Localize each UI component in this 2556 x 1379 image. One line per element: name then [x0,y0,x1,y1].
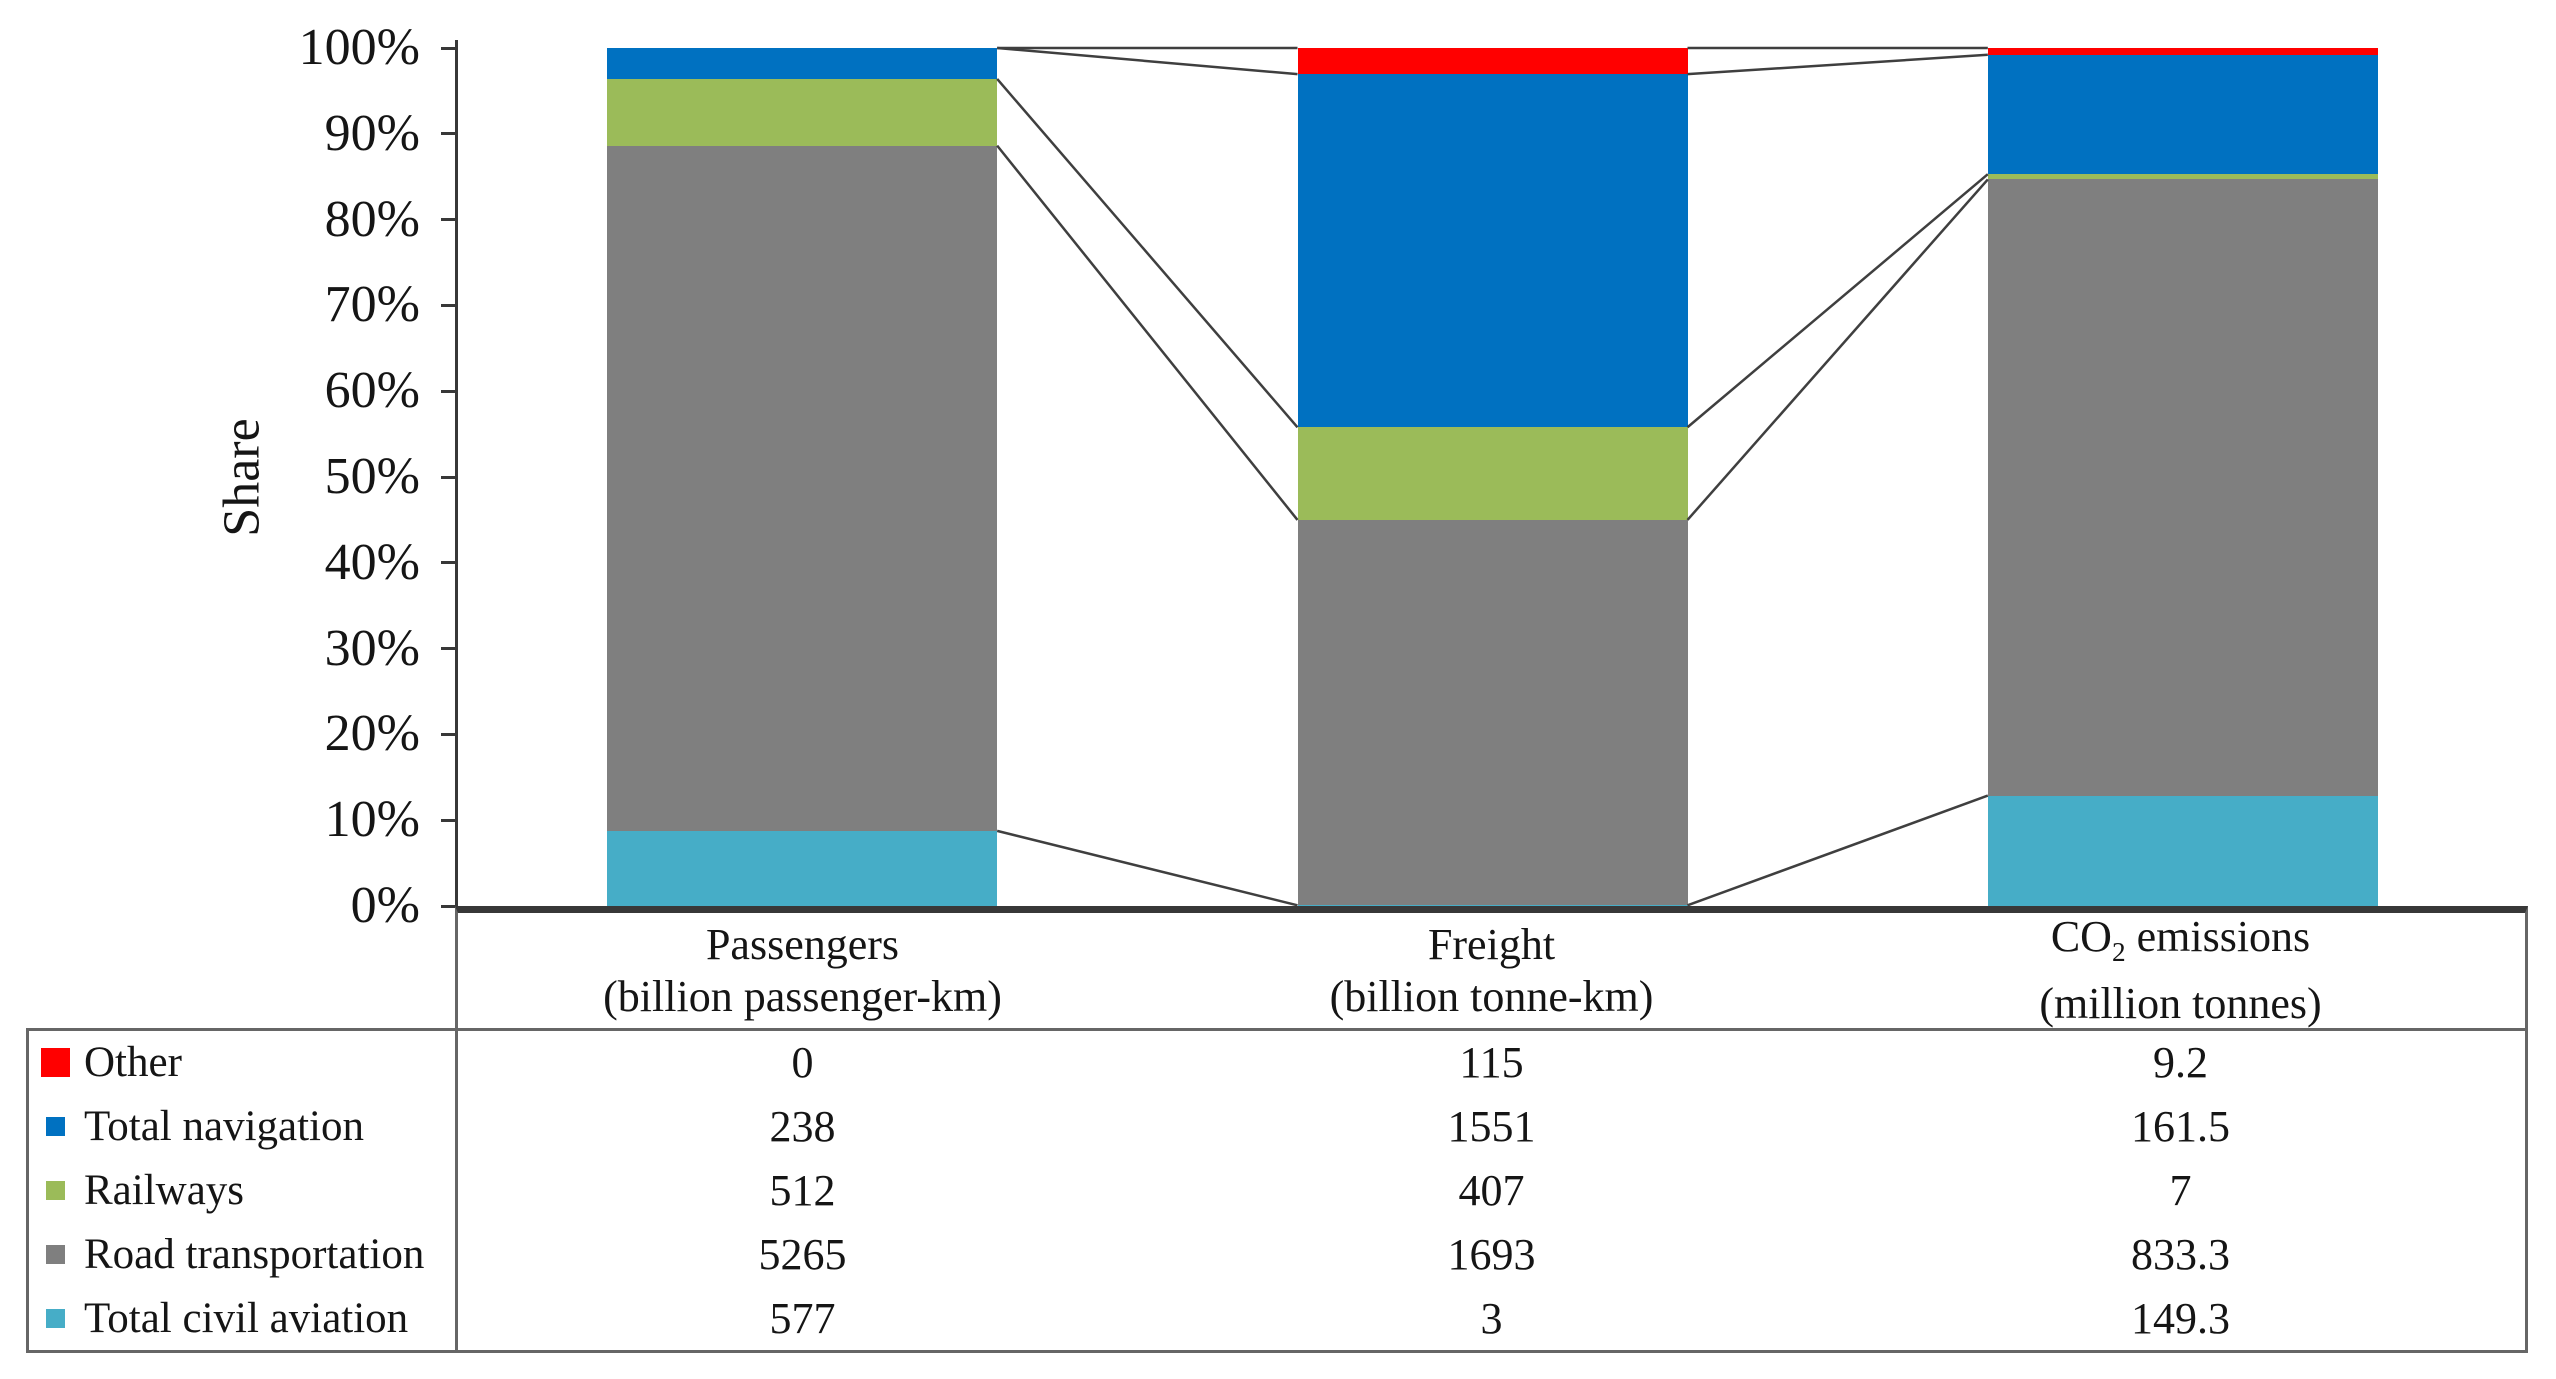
table-value-road-transportation-cat2: 1693 [1447,1229,1536,1279]
table-value-road-transportation-cat3: 833.3 [2131,1229,2230,1279]
y-axis-tick-label: 70% [324,276,420,334]
series-connector-lines [996,46,1989,907]
category-subtitle: (million tonnes) [2039,978,2322,1028]
legend-swatch-road-transportation [46,1244,65,1264]
legend-swatch-other [41,1048,70,1078]
table-value-total-civil-aviation-cat1: 577 [769,1293,836,1343]
connector-line-railways [996,78,1299,429]
category-title-token: Passengers [705,919,900,969]
y-axis-tick [441,647,457,651]
category-title: Passengers [706,919,899,971]
category-header-cat3: CO2 emissions (million tonnes) [1836,911,2525,1028]
table-value-road-transportation-cat1: 5265 [758,1229,847,1279]
connector-line-total-civil-aviation [996,829,1298,907]
category-subtitle: (billion tonne-km) [1329,971,1654,1021]
y-axis-tick [441,561,457,565]
y-axis-tick [441,303,457,307]
bar-segment-total-civil-aviation-cat2 [1297,905,1688,906]
connector-line-road-transportation [1686,178,1989,521]
table-value-total-civil-aviation-cat3: 149.3 [2131,1293,2230,1343]
legend-label: Road transportation [84,1230,425,1278]
category-header-cat2: Freight (billion tonne-km) [1147,913,1836,1028]
category-title-token: emissions [2125,912,2311,962]
table-value-other-cat1: 0 [791,1038,814,1088]
bar-segment-road-transportation-cat3 [1987,179,2378,796]
bar-segment-railways-cat3 [1987,174,2378,180]
legend-item: Railways [29,1159,455,1223]
legend-label: Railways [84,1166,245,1214]
legend-item: Other [29,1031,455,1095]
category-title-token: Freight [1427,919,1556,969]
y-axis-tick [441,904,457,908]
table-value-other-cat3: 9.2 [2153,1038,2208,1088]
legend-column: Other Total navigation Railways Road transp… [29,1031,458,1350]
y-axis-tick [441,475,457,479]
y-axis-tick [441,46,457,50]
y-axis-line [455,40,458,906]
y-axis-tick [441,732,457,736]
data-table: Other Total navigation Railways Road transp… [26,1028,2528,1353]
y-axis-tick-label: 90% [324,104,420,162]
bar-segment-total-navigation-cat1 [607,48,998,79]
legend-item: Total navigation [29,1095,455,1159]
table-value-railways-cat3: 7 [2169,1165,2192,1215]
legend-swatch-total-civil-aviation [46,1308,65,1328]
y-axis-tick [441,818,457,822]
table-value-other-cat2: 115 [1459,1038,1524,1088]
bar-segment-total-civil-aviation-cat1 [607,830,998,906]
category-subtitle: (billion passenger-km) [603,971,1002,1021]
table-value-total-navigation-cat2: 1551 [1447,1102,1536,1152]
category-title: CO2 emissions [2051,911,2310,978]
connector-line-road-transportation [996,144,1299,521]
legend-item: Road transportation [29,1222,455,1286]
connector-line-railways [1686,173,1989,429]
table-value-column-cat1: 0 238 512 5265 577 [458,1031,1147,1350]
bar-segment-total-civil-aviation-cat3 [1987,795,2378,906]
connector-line-total-navigation [1687,53,1988,76]
bar-segment-other-cat3 [1987,48,2378,55]
table-value-column-cat2: 115 1551 407 1693 3 [1147,1031,1836,1350]
y-axis-tick-label: 40% [324,533,420,591]
table-value-railways-cat1: 512 [769,1165,836,1215]
y-axis-tick-label: 30% [324,619,420,677]
table-value-railways-cat2: 407 [1458,1165,1525,1215]
y-axis-tick-label: 0% [350,877,420,934]
legend-label: Total civil aviation [84,1294,409,1342]
category-title: Freight [1428,919,1555,971]
table-value-total-navigation-cat1: 238 [769,1102,836,1152]
connector-line-total-civil-aviation [1687,794,1989,907]
legend-item: Total civil aviation [29,1286,455,1350]
legend-label: Other [84,1039,182,1087]
bar-segment-road-transportation-cat1 [607,145,998,831]
bar-segment-railways-cat1 [607,78,998,146]
bar-segment-railways-cat2 [1297,427,1688,520]
legend-label: Total navigation [84,1103,365,1151]
y-axis-tick-label: 10% [324,791,420,849]
table-value-total-navigation-cat3: 161.5 [2131,1102,2230,1152]
bar-segment-road-transportation-cat2 [1297,519,1688,906]
category-title-token: CO [2050,912,2112,962]
legend-swatch-railways [46,1180,65,1200]
category-title-token: 2 [2111,936,2126,967]
y-axis-tick-label: 80% [324,190,420,248]
connector-line-total-navigation [997,46,1298,76]
y-axis-tick [441,132,457,136]
y-axis-tick-label: 20% [324,705,420,763]
bar-segment-other-cat2 [1297,48,1688,75]
y-axis-tick [441,389,457,393]
y-axis-tick [441,218,457,222]
y-axis-tick-label: 50% [324,448,420,505]
category-header-cat1: Passengers (billion passenger-km) [458,913,1147,1028]
y-axis-tick-label: 60% [324,362,420,420]
category-header-row: Passengers (billion passenger-km) Freight(… [455,906,2528,1028]
legend-swatch-total-navigation [46,1117,65,1137]
bar-segment-total-navigation-cat3 [1987,54,2378,175]
table-value-total-civil-aviation-cat2: 3 [1480,1293,1503,1343]
table-value-column-cat3: 9.2 161.5 7 833.3 149.3 [1836,1031,2525,1350]
y-axis-tick-label: 100% [298,19,420,76]
bar-segment-total-navigation-cat2 [1297,74,1688,428]
